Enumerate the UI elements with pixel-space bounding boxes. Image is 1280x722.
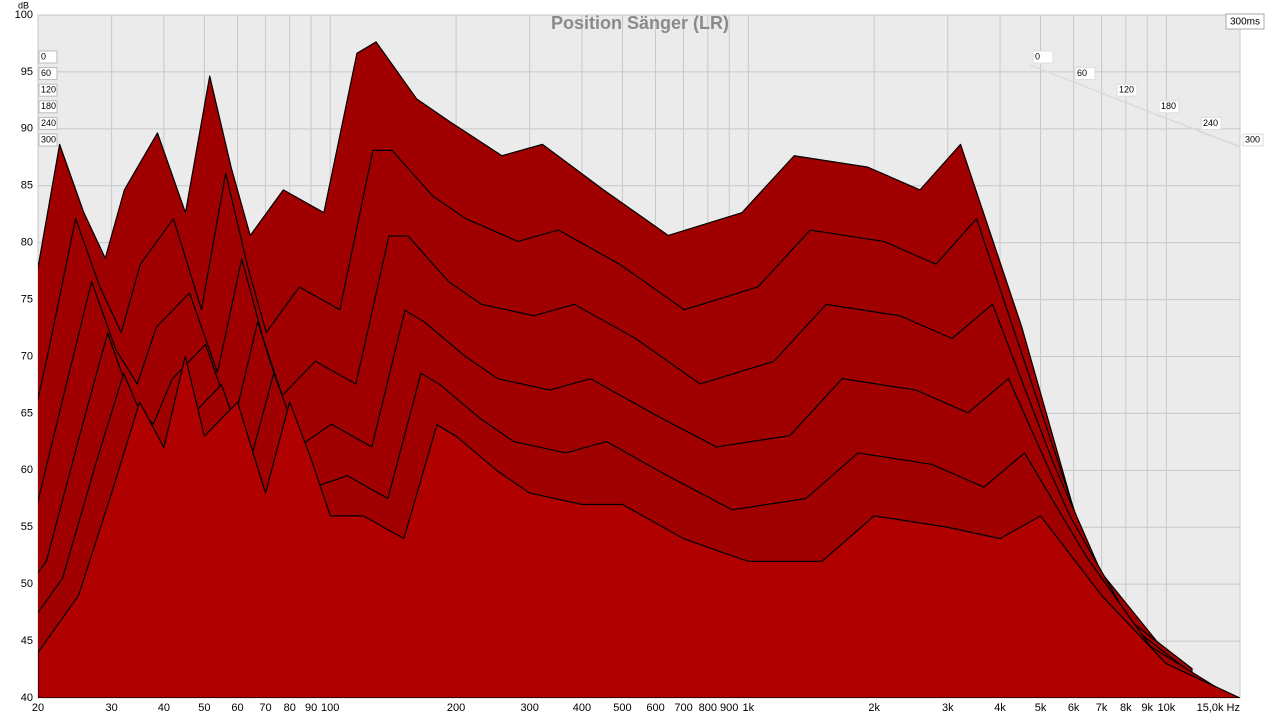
- z-tick-box: [1242, 133, 1264, 147]
- y-tick-label: 80: [21, 237, 33, 249]
- z-tick-label: 300: [41, 134, 56, 144]
- y-tick-label: 65: [21, 407, 33, 419]
- z-tick-box: [1074, 67, 1096, 81]
- y-tick-label: 70: [21, 350, 33, 362]
- z-tick-label: 180: [41, 101, 56, 111]
- y-tick-label: 90: [21, 123, 33, 135]
- z-tick-label: 180: [1161, 101, 1176, 111]
- z-tick-box: [38, 83, 58, 97]
- x-tick-label: 900: [720, 702, 738, 714]
- x-tick-label: 5k: [1035, 702, 1047, 714]
- y-tick-label: 95: [21, 66, 33, 78]
- y-tick-label: 45: [21, 635, 33, 647]
- x-tick-label: 6k: [1068, 702, 1080, 714]
- x-tick-label: 15,0k Hz: [1197, 702, 1240, 714]
- x-tick-label: 40: [158, 702, 170, 714]
- y-tick-label: 40: [21, 692, 33, 704]
- x-tick-label: 60: [231, 702, 243, 714]
- z-tick-box: [38, 116, 58, 130]
- x-tick-label: 500: [613, 702, 631, 714]
- z-tick-box: [1158, 100, 1180, 114]
- x-tick-label: 8k: [1120, 702, 1132, 714]
- x-tick-label: 20: [32, 702, 44, 714]
- y-tick-label: 60: [21, 464, 33, 476]
- y-tick-label: 55: [21, 521, 33, 533]
- x-tick-label: 50: [198, 702, 210, 714]
- z-tick-label: 60: [1077, 68, 1087, 78]
- chart-title: Position Sänger (LR): [551, 13, 729, 33]
- y-axis-label: dB: [18, 0, 29, 10]
- z-tick-label: 300: [1245, 134, 1260, 144]
- x-tick-label: 90: [305, 702, 317, 714]
- x-tick-label: 600: [646, 702, 664, 714]
- z-tick-box: [38, 50, 58, 64]
- y-tick-label: 85: [21, 180, 33, 192]
- z-tick-label: 240: [41, 118, 56, 128]
- time-label: 300ms: [1230, 17, 1260, 28]
- y-tick-label: 75: [21, 293, 33, 305]
- z-grid-line: [1197, 130, 1241, 147]
- z-tick-label: 120: [41, 85, 56, 95]
- x-tick-label: 300: [521, 702, 539, 714]
- x-tick-label: 1k: [742, 702, 754, 714]
- z-tick-box: [1032, 50, 1054, 64]
- x-tick-label: 10k: [1158, 702, 1176, 714]
- x-tick-label: 3k: [942, 702, 954, 714]
- x-tick-label: 80: [284, 702, 296, 714]
- x-tick-label: 700: [674, 702, 692, 714]
- x-tick-label: 2k: [868, 702, 880, 714]
- z-tick-box: [38, 133, 58, 147]
- y-tick-label: 100: [15, 9, 33, 21]
- x-tick-label: 9k: [1141, 702, 1153, 714]
- x-tick-label: 30: [105, 702, 117, 714]
- z-tick-label: 60: [41, 68, 51, 78]
- x-tick-label: 70: [259, 702, 271, 714]
- z-tick-label: 0: [41, 51, 46, 61]
- x-tick-label: 200: [447, 702, 465, 714]
- z-tick-label: 120: [1119, 85, 1134, 95]
- y-tick-label: 50: [21, 578, 33, 590]
- x-tick-label: 800: [699, 702, 717, 714]
- x-tick-label: 400: [573, 702, 591, 714]
- time-label-box: [1225, 13, 1265, 30]
- x-tick-label: 100: [321, 702, 339, 714]
- z-tick-box: [38, 100, 58, 114]
- z-tick-label: 0: [1035, 51, 1040, 61]
- z-tick-box: [38, 67, 58, 81]
- z-tick-label: 240: [1203, 118, 1218, 128]
- z-tick-box: [1200, 116, 1222, 130]
- x-tick-label: 7k: [1096, 702, 1108, 714]
- x-tick-label: 4k: [994, 702, 1006, 714]
- z-tick-box: [1116, 83, 1138, 97]
- waterfall-slice: [38, 355, 1240, 698]
